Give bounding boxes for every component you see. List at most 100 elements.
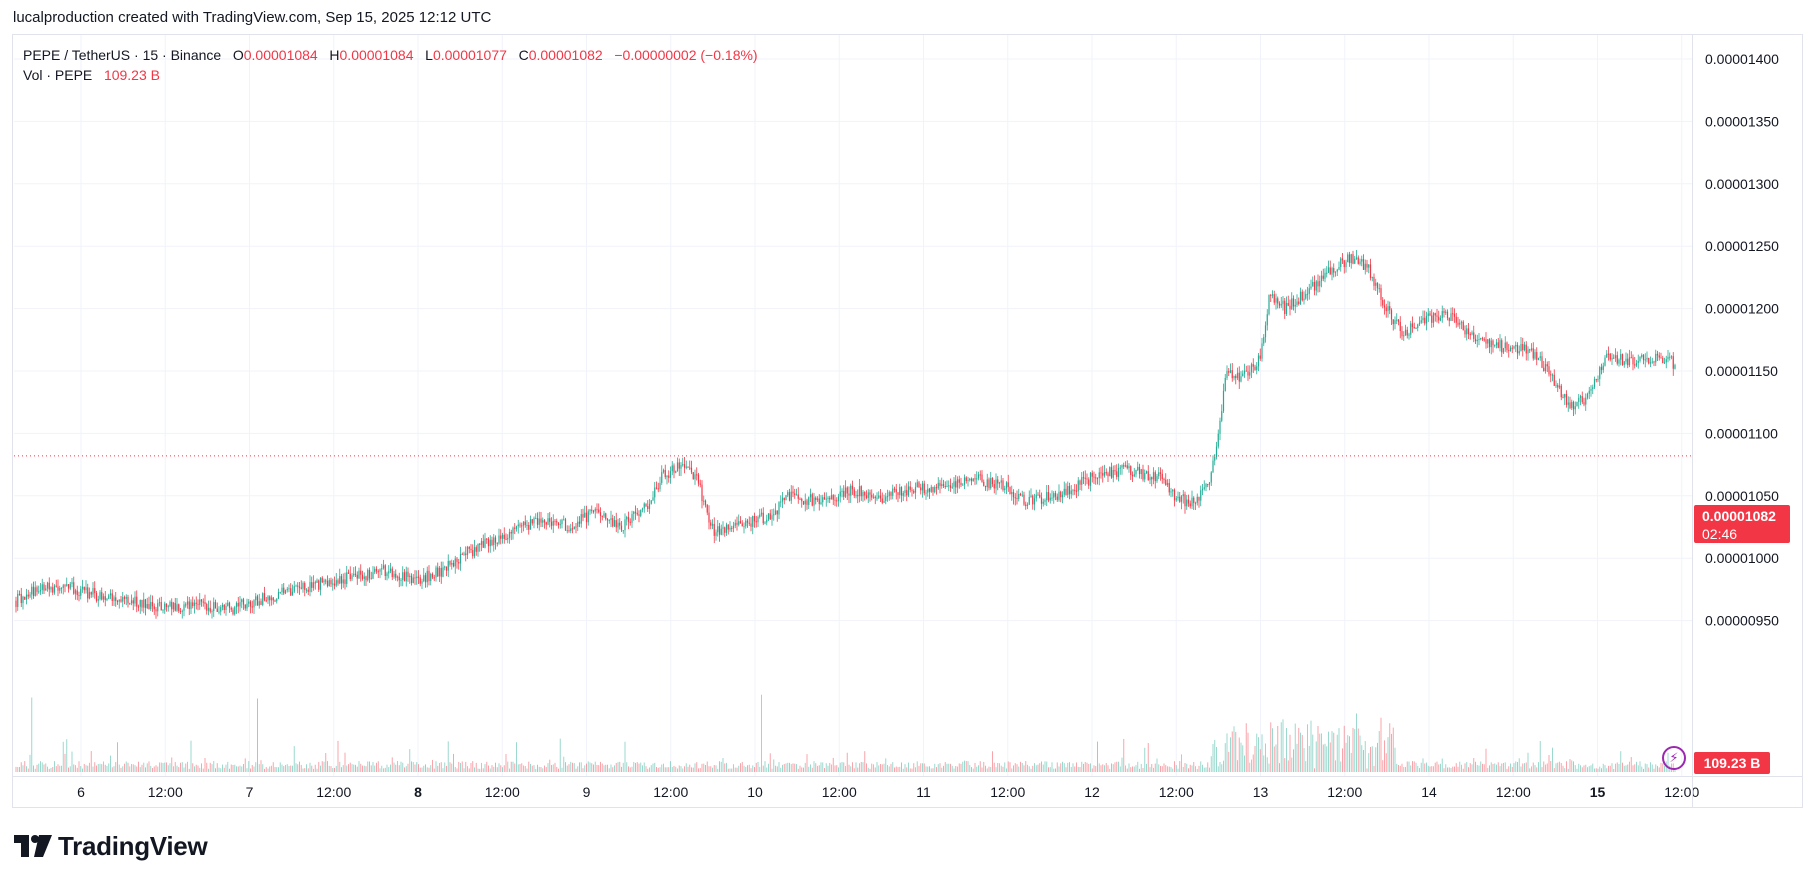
volume-bar	[160, 762, 162, 772]
candle-body	[1200, 490, 1202, 501]
candle-body	[519, 524, 521, 526]
volume-bar	[1091, 768, 1093, 772]
volume-bar	[717, 768, 719, 772]
volume-bar	[661, 764, 663, 772]
candle-body	[426, 570, 428, 583]
volume-bar	[1541, 767, 1543, 772]
volume-bar	[1097, 741, 1098, 772]
candle-body	[1252, 364, 1254, 367]
last-price-tag: 0.00001082 02:46	[1694, 505, 1790, 543]
volume-bar	[1079, 767, 1081, 772]
volume-bar	[1562, 765, 1564, 772]
volume-bar	[1389, 723, 1391, 772]
volume-bar	[617, 762, 619, 772]
candle-body	[858, 486, 861, 497]
candle-body	[1464, 330, 1466, 335]
candle-body	[1275, 298, 1277, 303]
candle-body	[99, 592, 101, 599]
candle-body	[767, 513, 770, 520]
volume-bar	[488, 765, 489, 772]
volume-bar	[1471, 764, 1473, 772]
candle-body	[946, 486, 948, 488]
volume-bar	[780, 767, 782, 772]
volume-bar	[402, 762, 404, 772]
candle-body	[1294, 304, 1296, 307]
volume-bar	[1595, 768, 1597, 772]
volume-bar	[643, 762, 645, 772]
candle-body	[1557, 385, 1559, 388]
lightning-icon[interactable]: ⚡	[1662, 746, 1686, 770]
volume-bar	[1466, 762, 1468, 772]
candle-body	[734, 522, 736, 526]
candle-body	[333, 583, 336, 586]
volume-bar	[1121, 757, 1123, 772]
volume-bar	[1433, 766, 1434, 772]
volume-bar	[566, 765, 568, 772]
candle-body	[711, 523, 714, 526]
volume-bar	[894, 767, 895, 772]
volume-bar	[1384, 740, 1385, 772]
candle-body	[997, 479, 999, 484]
volume-bar	[932, 768, 934, 772]
candle-body	[1663, 362, 1666, 364]
volume-bar	[829, 762, 831, 772]
candle-body	[1270, 295, 1272, 297]
volume-bar	[202, 768, 204, 772]
candle-body	[1070, 490, 1072, 495]
candle-body	[102, 596, 105, 600]
candle-body	[188, 601, 190, 609]
candle-body	[325, 580, 327, 582]
candle-body	[171, 601, 173, 610]
volume-bar	[1391, 733, 1392, 772]
candle-body	[1618, 359, 1620, 364]
volume-bar	[1492, 763, 1494, 772]
candle-body	[1490, 340, 1492, 348]
volume-bar	[1266, 757, 1268, 772]
candle-body	[1474, 338, 1477, 342]
candle-body	[1030, 495, 1032, 497]
volume-bar	[1060, 763, 1062, 772]
volume-bar	[1289, 734, 1291, 772]
candle-body	[1063, 488, 1065, 495]
volume-bar	[379, 768, 381, 772]
symbol-label[interactable]: PEPE / TetherUS · 15 · Binance	[23, 47, 222, 63]
volume-bar	[839, 762, 841, 772]
candle-body	[585, 512, 588, 523]
candle-body	[1385, 307, 1387, 312]
candle-body	[209, 607, 211, 612]
chart-panel[interactable]	[12, 34, 1803, 808]
volume-bar	[881, 764, 883, 772]
volume-bar	[416, 762, 418, 772]
candle-body	[1159, 472, 1162, 474]
candle-body	[1343, 260, 1345, 268]
tradingview-logo[interactable]: TradingView	[14, 831, 208, 861]
volume-bar	[598, 765, 600, 772]
volume-bar	[913, 763, 915, 772]
volume-bar	[61, 765, 62, 772]
candle-body	[1509, 347, 1512, 352]
volume-bar	[1538, 762, 1539, 772]
candle-body	[732, 525, 735, 529]
candle-body	[1532, 348, 1534, 359]
candle-body	[62, 585, 64, 588]
volume-bar	[974, 762, 976, 772]
candle-body	[526, 524, 528, 526]
candle-body	[290, 588, 292, 596]
candle-body	[1121, 465, 1123, 468]
candle-body	[645, 503, 647, 507]
volume-bar	[241, 766, 243, 772]
volume-bar	[1531, 766, 1532, 772]
candle-body	[1628, 357, 1631, 366]
volume-bar	[495, 762, 496, 772]
volume-bar	[1100, 765, 1102, 772]
candle-body	[710, 522, 712, 526]
y-tick-label: 0.00001300	[1705, 176, 1779, 192]
volume-bar	[1158, 764, 1160, 772]
volume-bar	[1023, 765, 1025, 772]
volume-label[interactable]: Vol · PEPE	[23, 67, 93, 83]
candle-body	[1467, 328, 1470, 335]
volume-bar	[43, 764, 45, 772]
candle-body	[762, 512, 764, 524]
candle-body	[531, 519, 533, 524]
